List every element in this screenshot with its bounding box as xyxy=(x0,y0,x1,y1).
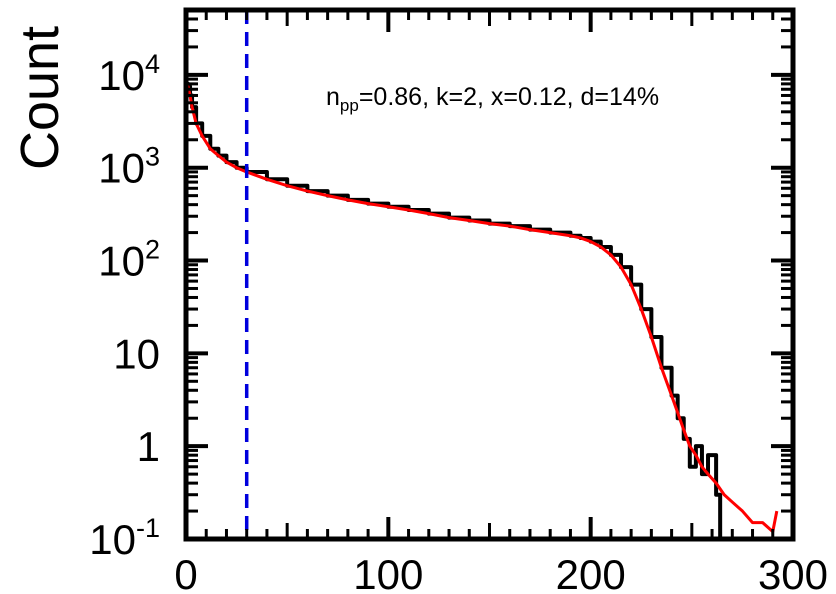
y-tick-base: 10 xyxy=(89,516,136,563)
y-tick-exponent: 3 xyxy=(145,142,160,172)
x-tick-labels: 0 100 200 300 xyxy=(174,551,828,594)
data-layer xyxy=(186,81,779,539)
y-tick-exponent: 2 xyxy=(145,235,160,265)
y-tick-label-0: 10-1 xyxy=(89,513,160,563)
y-tick-base: 10 xyxy=(98,145,145,192)
y-tick-label-2: 10 xyxy=(113,330,160,377)
y-tick-label-1: 1 xyxy=(137,423,160,470)
x-tick-label-200: 200 xyxy=(556,551,626,594)
y-tick-base: 10 xyxy=(98,238,145,285)
series-0-line xyxy=(186,81,723,539)
y-tick-base: 10 xyxy=(113,330,160,377)
y-tick-label-5: 104 xyxy=(98,49,160,99)
series-1-line xyxy=(186,82,779,534)
x-tick-label-100: 100 xyxy=(353,551,423,594)
y-tick-base: 10 xyxy=(98,52,145,99)
x-tick-label-300: 300 xyxy=(758,551,828,594)
annotation-n: n xyxy=(326,83,340,111)
y-tick-base: 1 xyxy=(137,423,160,470)
tick-layer xyxy=(184,8,795,541)
x-tick-label-0: 0 xyxy=(174,551,197,594)
y-tick-label-3: 102 xyxy=(98,235,160,285)
y-tick-exponent: 4 xyxy=(145,49,160,79)
annotation-rest: =0.86, k=2, x=0.12, d=14% xyxy=(359,83,659,111)
y-axis-label: Count xyxy=(10,26,70,170)
annotation-text: npp=0.86, k=2, x=0.12, d=14% xyxy=(326,83,659,115)
annotation-subscript: pp xyxy=(340,96,359,115)
y-tick-label-4: 103 xyxy=(98,142,160,192)
y-tick-exponent: -1 xyxy=(136,513,160,543)
